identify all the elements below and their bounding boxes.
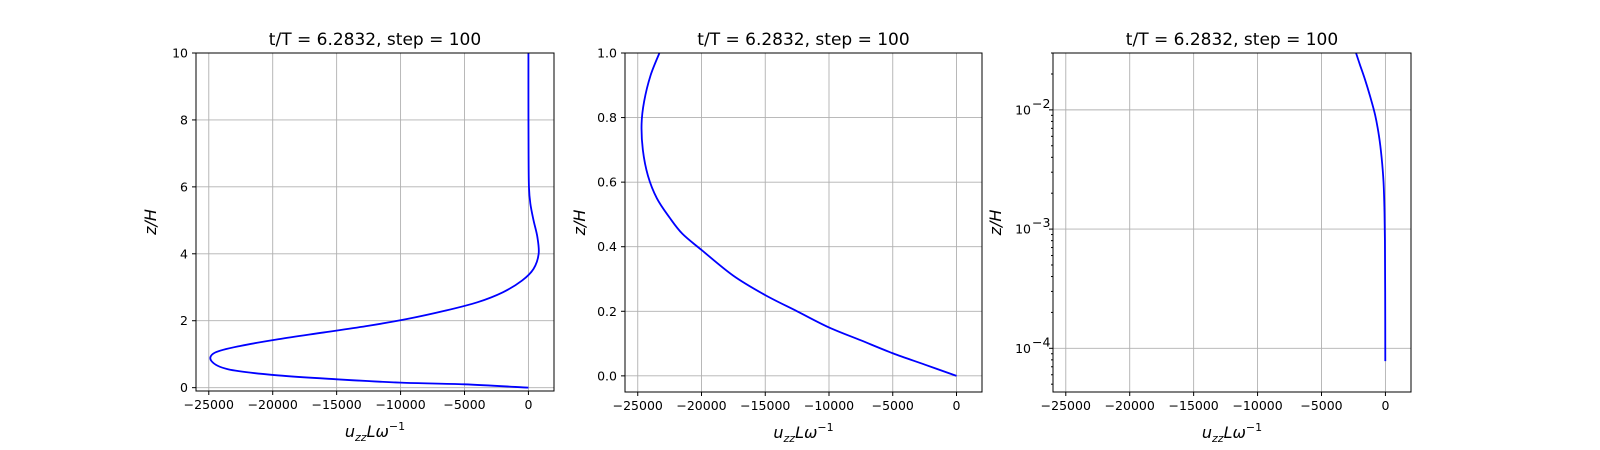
panel-2-xtick-label: −15000	[740, 398, 790, 413]
panel-1-ytick-label: 6	[180, 179, 188, 194]
panel-2-ytick-label: 0.0	[597, 368, 617, 383]
panel-2-xtick-label: −25000	[613, 398, 663, 413]
panel-2-xtick-label: −20000	[676, 398, 726, 413]
panel-1-ylabel: z/H	[141, 209, 160, 236]
panel-2-axes-frame	[625, 53, 982, 392]
panel-1-grid	[196, 53, 554, 391]
panel-3-ytick-exponent: −2	[1032, 96, 1050, 111]
panel-3-xtick-label: −25000	[1041, 398, 1091, 413]
panel-3: t/T = 6.2832, step = 100 −25000 −20000 −15…	[986, 30, 1411, 445]
panel-2-ytick-label: 0.6	[597, 175, 617, 190]
panel-1-ytick-label: 0	[180, 380, 188, 395]
panel-3-ytick-label: 10	[1015, 341, 1031, 356]
panel-2-xtick-label: −5000	[872, 398, 914, 413]
panel-1-xlabel: uzzLω−1	[345, 420, 405, 444]
panel-3-grid	[1053, 53, 1411, 392]
panel-1-xtick-label: 0	[524, 397, 532, 412]
panel-3-ytick-label: 10	[1015, 102, 1031, 117]
panel-3-xtick-label: −5000	[1300, 398, 1342, 413]
panel-2-title: t/T = 6.2832, step = 100	[697, 30, 909, 50]
panel-1-ticks: −25000 −20000 −15000 −10000 −5000 0 0 2 4 6 8 10	[172, 46, 532, 413]
panel-1-ytick-label: 4	[180, 246, 188, 261]
panel-2-ylabel: z/H	[570, 210, 589, 237]
panel-3-xtick-label: −10000	[1232, 398, 1282, 413]
panel-3-xtick-label: 0	[1381, 398, 1389, 413]
panel-2-xtick-label: 0	[953, 398, 961, 413]
panel-3-xtick-label: −20000	[1105, 398, 1155, 413]
panel-1-curve	[210, 53, 539, 388]
panel-3-title: t/T = 6.2832, step = 100	[1126, 30, 1338, 50]
panel-2-xlabel: uzzLω−1	[773, 421, 833, 445]
panel-1: t/T = 6.2832, step = 100 −25000 −20000 −15…	[141, 30, 554, 444]
panel-1-ytick-label: 10	[172, 46, 188, 61]
panel-3-ytick-exponent: −3	[1032, 215, 1050, 230]
panel-3-xtick-label: −15000	[1169, 398, 1219, 413]
panel-3-ticks: −25000 −20000 −15000 −10000 −5000 010−410−310…	[1015, 53, 1389, 413]
panel-2-grid	[625, 53, 982, 392]
panel-1-xtick-label: −10000	[375, 397, 425, 412]
panel-2-xtick-label: −10000	[804, 398, 854, 413]
panel-2-curve	[642, 53, 957, 376]
panel-3-xlabel: uzzLω−1	[1202, 421, 1262, 445]
panel-3-ylabel: z/H	[986, 210, 1005, 237]
panel-1-xtick-label: −25000	[184, 397, 234, 412]
panel-1-xtick-label: −15000	[312, 397, 362, 412]
panel-2-ytick-label: 0.4	[597, 239, 617, 254]
panel-1-xtick-label: −5000	[443, 397, 485, 412]
panel-2-ytick-label: 0.8	[597, 110, 617, 125]
panel-2-ytick-label: 1.0	[597, 46, 617, 61]
panel-3-axes-frame	[1053, 53, 1411, 392]
panel-3-ytick-label: 10	[1015, 222, 1031, 237]
panel-1-xtick-label: −20000	[248, 397, 298, 412]
panel-3-curve	[1356, 53, 1385, 361]
panel-2: t/T = 6.2832, step = 100 −25000 −20000 −15…	[570, 30, 982, 445]
panel-1-title: t/T = 6.2832, step = 100	[269, 30, 481, 50]
panel-1-axes-frame	[196, 53, 554, 391]
panel-2-ytick-label: 0.2	[597, 304, 617, 319]
panel-3-ytick-exponent: −4	[1032, 334, 1050, 349]
panel-1-ytick-label: 2	[180, 313, 188, 328]
panel-1-ytick-label: 8	[180, 112, 188, 127]
